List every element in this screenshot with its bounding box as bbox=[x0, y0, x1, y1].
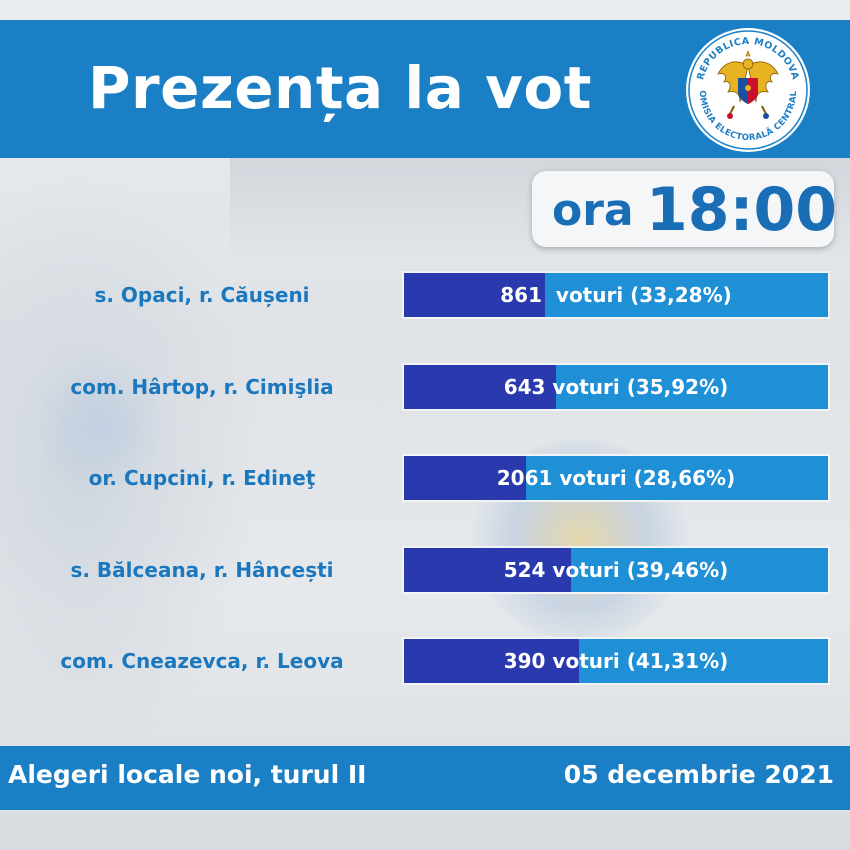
turnout-bar-track: 861 voturi (33,28%) bbox=[402, 271, 830, 319]
turnout-bar-label: 2061 voturi (28,66%) bbox=[496, 466, 736, 490]
row-label: s. Bălceana, r. Hâncești bbox=[70, 558, 334, 582]
turnout-bar-fill bbox=[404, 365, 557, 409]
turnout-bar-label: 524 voturi (39,46%) bbox=[503, 558, 729, 582]
election-name: Alegeri locale noi, turul II bbox=[8, 760, 367, 789]
turnout-bar-fill bbox=[404, 456, 526, 500]
time-prefix: ora bbox=[552, 185, 634, 236]
footer-banner: Alegeri locale noi, turul II 05 decembri… bbox=[0, 746, 850, 810]
row-label: com. Cneazevca, r. Leova bbox=[60, 649, 344, 673]
cec-emblem-logo: REPUBLICA MOLDOVA COMISIA ELECTORALĂ CEN… bbox=[684, 26, 810, 152]
turnout-bar-label: 643 voturi (35,92%) bbox=[503, 375, 729, 399]
page-title: Prezența la vot bbox=[88, 54, 592, 122]
turnout-bar-track: 643 voturi (35,92%) bbox=[402, 363, 830, 411]
row-label: com. Hârtop, r. Cimişlia bbox=[70, 375, 334, 399]
election-date: 05 decembrie 2021 bbox=[563, 760, 834, 789]
turnout-bar-label: 390 voturi (41,31%) bbox=[503, 649, 729, 673]
turnout-bar-fill bbox=[404, 548, 572, 592]
turnout-bar-fill bbox=[404, 273, 546, 317]
time-box: ora 18:00 bbox=[532, 171, 837, 247]
bg-blur-emblem-left bbox=[40, 340, 160, 510]
row-label: s. Opaci, r. Căușeni bbox=[94, 283, 310, 307]
turnout-bar-track: 2061 voturi (28,66%) bbox=[402, 454, 830, 502]
turnout-bar-track: 524 voturi (39,46%) bbox=[402, 546, 830, 594]
turnout-bar-fill bbox=[404, 639, 580, 683]
row-label: or. Cupcini, r. Edineţ bbox=[88, 466, 316, 490]
turnout-bar-label: 861 voturi (33,28%) bbox=[500, 283, 732, 307]
time-value: 18:00 bbox=[646, 175, 837, 245]
turnout-bar-track: 390 voturi (41,31%) bbox=[402, 637, 830, 685]
